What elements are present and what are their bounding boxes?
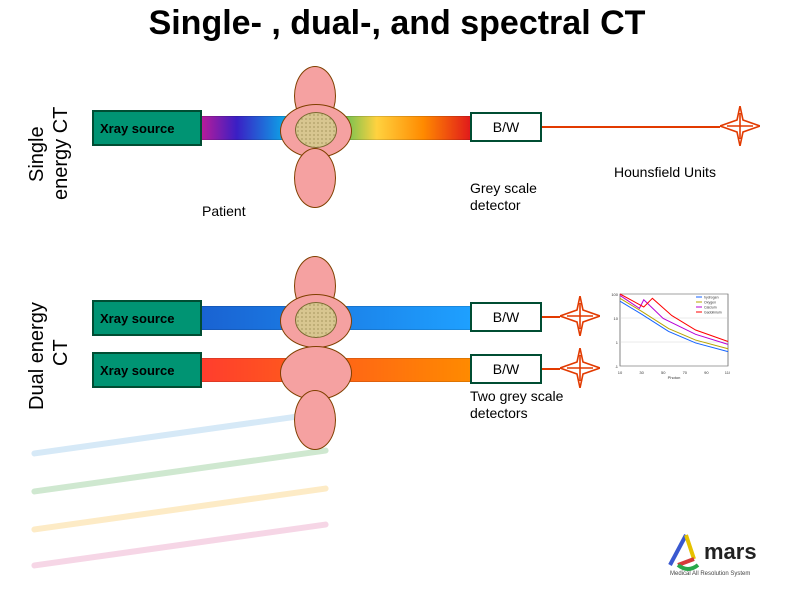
output-star-icon [560,348,600,388]
svg-text:mars: mars [704,539,757,564]
patient-lobe-bottom [294,390,336,450]
patient-tissue [295,302,337,338]
patient-tissue [295,112,337,148]
svg-text:Medical All Resolution System: Medical All Resolution System [670,571,750,577]
svg-text:70: 70 [683,370,688,375]
svg-text:.1: .1 [615,364,619,369]
background-curve [31,521,329,569]
background-curve [31,447,329,495]
bw-detector-box: B/W [470,112,542,142]
patient-label: Patient [202,203,246,219]
two-grey-label: Two grey scale detectors [470,388,600,422]
single-line2: energy CT [50,107,73,200]
xray-source-box: Xray source [92,110,202,146]
grey-detector-label: Grey scale detector [470,180,590,214]
background-curve [31,409,329,457]
mars-logo-svg: mars Medical All Resolution System [664,529,774,577]
bw-detector-box: B/W [470,302,542,332]
svg-text:1: 1 [616,340,619,345]
output-line [542,316,560,318]
output-line [542,126,720,128]
mars-logo: mars Medical All Resolution System [664,529,774,577]
svg-text:10: 10 [618,370,623,375]
background-curve [31,485,329,533]
svg-text:Calcium: Calcium [704,306,717,310]
xray-source-box: Xray source [92,300,202,336]
output-star-icon [720,106,760,146]
section-label-single-2: energy CT [50,107,73,200]
dual-line1: Dual energy [26,302,49,410]
chart-svg: 100101.11030507090110PhotonhydrogenOxyge… [600,290,730,380]
bw-detector-box: B/W [470,354,542,384]
svg-text:90: 90 [704,370,709,375]
dual-line2: CT [50,339,73,366]
section-label-dual: Dual energy [26,302,49,410]
svg-text:Photon: Photon [668,375,681,380]
svg-text:30: 30 [639,370,644,375]
svg-text:110: 110 [725,370,730,375]
output-star-icon [560,296,600,336]
xray-source-box: Xray source [92,352,202,388]
svg-text:Gadolinium: Gadolinium [704,311,722,315]
svg-text:50: 50 [661,370,666,375]
patient-lobe-bottom [294,148,336,208]
slide-title: Single- , dual-, and spectral CT [0,4,794,43]
single-line1: Single [26,126,49,182]
svg-text:10: 10 [614,316,619,321]
svg-text:100: 100 [611,292,618,297]
section-label-single: Single [26,126,49,182]
svg-text:hydrogen: hydrogen [704,296,719,300]
svg-text:Oxygen: Oxygen [704,301,716,305]
attenuation-chart: 100101.11030507090110PhotonhydrogenOxyge… [600,290,730,380]
section-label-dual-2: CT [50,339,73,366]
output-line [542,368,560,370]
hounsfield-label: Hounsfield Units [614,164,716,180]
